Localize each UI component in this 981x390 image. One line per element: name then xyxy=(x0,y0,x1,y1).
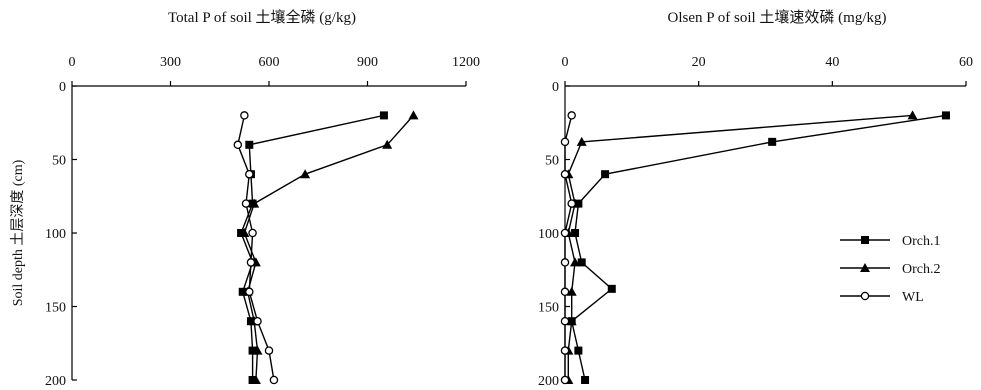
data-point-wl xyxy=(560,287,570,297)
data-point-wl xyxy=(567,111,576,120)
data-point-orch-1 xyxy=(574,199,583,208)
series-line-orch-1 xyxy=(570,114,947,381)
series-group xyxy=(233,110,419,385)
data-point-wl xyxy=(264,346,274,355)
legend-label: Orch.1 xyxy=(902,234,941,249)
data-point-orch-2 xyxy=(239,228,250,237)
y-tick-label: 100 xyxy=(45,227,66,242)
y-tick-label: 100 xyxy=(538,227,559,242)
data-point-orch-1 xyxy=(581,376,590,384)
data-point-wl xyxy=(269,375,279,385)
data-point-orch-2 xyxy=(252,345,263,355)
data-point-orch-1 xyxy=(574,346,583,355)
legend-label: Orch.2 xyxy=(902,262,941,277)
olsen-p-chart: Olsen P of soil 土壤速效磷 (mg/kg) 0 20 40 60 0 5… xyxy=(538,8,973,389)
y-axis-label: Soil depth 土层深度 (cm) xyxy=(10,159,26,306)
y-tick-labels: 0 50 100 150 200 xyxy=(45,80,77,389)
series-line-orch-2 xyxy=(243,114,415,381)
data-point-orch-2 xyxy=(907,110,918,120)
y-tick-labels: 0 50 100 150 200 xyxy=(538,80,570,389)
x-tick-label: 20 xyxy=(692,55,706,70)
series-line-wl xyxy=(237,115,275,381)
x-tick-label: 40 xyxy=(825,55,839,70)
data-point-orch-2 xyxy=(570,257,581,267)
data-point-orch-2 xyxy=(300,169,311,179)
data-point-wl xyxy=(246,258,256,267)
data-point-orch-1 xyxy=(577,258,586,267)
chart-title: Total P of soil 土壤全磷 (g/kg) xyxy=(168,8,356,26)
series-group xyxy=(560,110,950,385)
legend-item-wl: WL xyxy=(840,290,924,305)
y-tick-label: 50 xyxy=(52,154,66,169)
data-point-wl xyxy=(560,137,570,147)
data-point-orch-1 xyxy=(768,137,777,146)
data-point-orch-2 xyxy=(382,139,393,149)
data-point-orch-2 xyxy=(408,110,419,120)
data-point-wl xyxy=(245,287,254,297)
chart-title: Olsen P of soil 土壤速效磷 (mg/kg) xyxy=(667,8,886,26)
data-point-wl xyxy=(240,111,249,120)
data-point-orch-1 xyxy=(237,229,246,237)
legend-marker-wl xyxy=(860,291,870,301)
y-tick-label: 0 xyxy=(59,80,66,95)
legend-item-orch-2: Orch.2 xyxy=(840,262,941,277)
data-point-wl xyxy=(560,169,570,179)
data-point-orch-1 xyxy=(601,170,610,179)
data-point-orch-1 xyxy=(248,346,257,355)
data-point-wl xyxy=(241,199,251,208)
data-point-orch-2 xyxy=(249,198,260,208)
y-tick-label: 0 xyxy=(552,80,559,95)
x-tick-label: 0 xyxy=(562,55,569,70)
x-tick-label: 1200 xyxy=(452,55,480,70)
legend-marker-orch-2 xyxy=(860,263,870,272)
x-tick-label: 60 xyxy=(959,55,973,70)
x-tick-label: 600 xyxy=(259,55,280,70)
x-tick-labels: 0 20 40 60 xyxy=(562,55,973,86)
data-point-wl xyxy=(560,346,570,355)
y-tick-label: 150 xyxy=(45,301,66,316)
data-point-orch-1 xyxy=(571,229,580,237)
x-tick-labels: 0 300 600 900 1200 xyxy=(69,55,480,86)
legend: Orch.1 Orch.2 WL xyxy=(840,234,941,305)
legend-item-orch-1: Orch.1 xyxy=(840,234,941,249)
data-point-wl xyxy=(560,228,570,238)
data-point-orch-1 xyxy=(245,140,254,149)
data-point-wl xyxy=(560,258,570,267)
data-point-orch-1 xyxy=(248,376,257,384)
series-line-orch-2 xyxy=(567,114,913,380)
data-point-orch-1 xyxy=(607,284,616,293)
data-point-orch-2 xyxy=(566,286,577,296)
x-tick-label: 900 xyxy=(357,55,378,70)
data-point-wl xyxy=(567,199,576,208)
data-point-orch-1 xyxy=(246,317,255,326)
data-point-wl xyxy=(248,228,257,238)
data-point-orch-1 xyxy=(238,287,247,296)
data-point-wl xyxy=(253,316,262,326)
x-tick-label: 300 xyxy=(160,55,181,70)
data-point-wl xyxy=(560,375,570,385)
y-tick-label: 200 xyxy=(538,374,559,389)
series-wl xyxy=(560,111,576,385)
series-line-wl xyxy=(564,115,573,380)
data-point-orch-1 xyxy=(941,111,950,120)
legend-label: WL xyxy=(902,290,924,305)
total-p-chart: Total P of soil 土壤全磷 (g/kg) 0 300 600 900 12… xyxy=(10,8,480,389)
data-point-wl xyxy=(233,140,243,150)
legend-marker-orch-1 xyxy=(861,236,869,244)
data-point-orch-2 xyxy=(576,136,587,146)
data-point-wl xyxy=(560,316,570,326)
series-line-orch-1 xyxy=(240,114,385,380)
x-tick-label: 0 xyxy=(69,55,76,70)
data-point-orch-2 xyxy=(566,316,577,326)
data-point-orch-2 xyxy=(250,375,261,384)
series-orch-2 xyxy=(563,110,918,384)
data-point-wl xyxy=(245,169,254,179)
series-wl xyxy=(233,111,279,385)
data-point-orch-1 xyxy=(379,111,388,120)
y-tick-label: 150 xyxy=(538,301,559,316)
y-tick-label: 50 xyxy=(545,154,559,169)
y-tick-label: 200 xyxy=(45,374,66,389)
series-orch-1 xyxy=(567,111,950,384)
